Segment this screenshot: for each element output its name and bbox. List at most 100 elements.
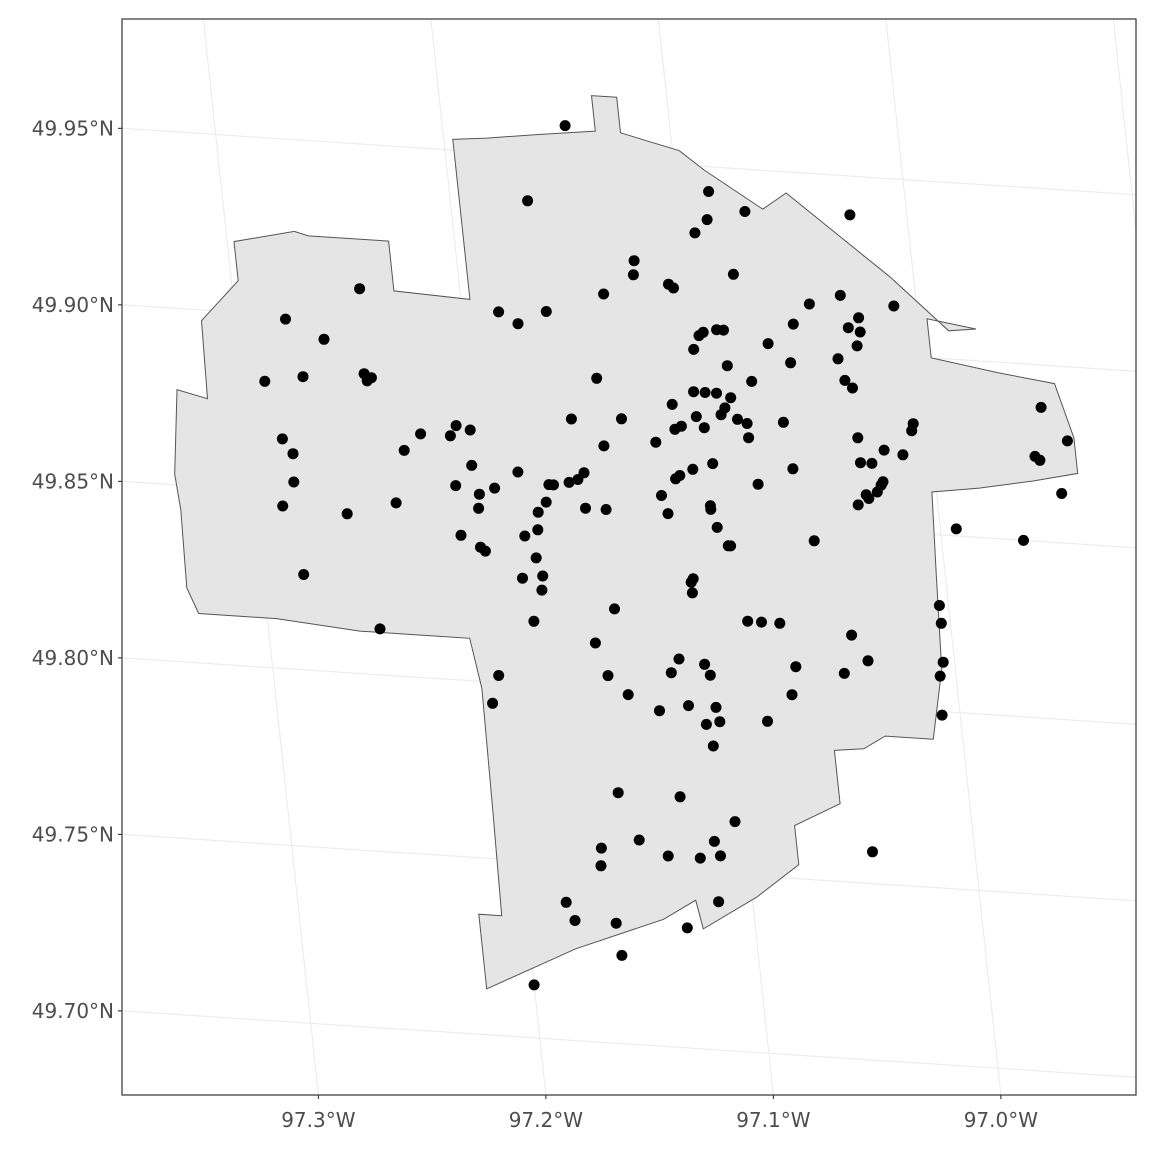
y-tick-label: 49.90°N [32,293,114,317]
data-point [595,842,607,854]
data-point [803,298,815,310]
data-point [341,508,353,520]
data-point [867,846,878,858]
data-point [473,488,485,500]
y-axis: 49.70°N 49.75°N 49.80°N 49.85°N 49.90°N 49.95… [32,116,122,1023]
gridline-lon [1112,19,1136,237]
data-point [616,949,628,961]
x-tick-label: 97.1°W [736,1108,811,1132]
data-point [540,306,552,317]
data-point [690,411,702,423]
x-axis: 97.3°W 97.2°W 97.1°W 97.0°W [281,1095,1038,1132]
data-point [665,667,677,679]
data-point [687,463,699,475]
data-point [936,709,948,721]
data-point [259,375,271,387]
data-point [455,529,467,541]
data-point [863,493,875,504]
data-point [721,360,733,372]
data-point [287,448,299,460]
data-point [711,521,723,533]
data-point [714,716,726,728]
data-point [536,584,548,596]
x-tick-label: 97.2°W [509,1108,584,1132]
data-point [560,896,572,908]
data-point [787,463,799,475]
data-point [489,482,501,494]
data-point [727,268,739,280]
data-point [1056,488,1068,499]
data-point [466,459,478,471]
region-layer [174,95,1079,990]
data-point [713,896,725,908]
data-point [756,616,767,628]
data-point [589,637,601,649]
data-point [934,670,946,682]
data-point [654,705,665,717]
y-tick-label: 49.85°N [32,469,114,493]
data-point [1034,454,1046,466]
data-point [743,432,755,444]
data-point [839,374,851,386]
data-point [838,667,850,679]
data-point [598,288,610,300]
data-point [786,689,798,701]
data-point [846,629,858,641]
data-point [298,569,310,580]
x-tick-label: 97.3°W [281,1108,356,1132]
data-point [522,195,534,207]
data-point [785,357,797,369]
data-point [1035,401,1047,413]
data-point [689,227,701,239]
data-point [855,457,866,469]
data-point [774,617,786,629]
data-point [374,623,386,635]
data-point [698,422,710,434]
data-point [888,300,900,312]
data-point [710,701,722,713]
data-point [288,476,300,488]
data-point [683,700,694,712]
data-point [688,386,700,398]
data-point [662,508,674,520]
data-point [528,979,540,991]
y-tick-label: 49.95°N [32,116,114,140]
data-point [580,502,591,514]
data-point [512,466,524,478]
y-tick-label: 49.80°N [32,646,114,670]
data-point [548,479,559,491]
data-point [563,476,575,488]
data-point [746,375,758,387]
data-point [559,120,571,132]
data-point [610,917,622,929]
data-point [703,186,715,197]
data-point [612,787,624,799]
data-point [790,661,802,673]
data-point [540,496,552,508]
data-point [741,418,753,429]
data-point [600,504,612,515]
data-point [1018,534,1029,546]
data-point [935,617,947,629]
data-point [732,413,743,425]
y-tick-label: 49.70°N [32,999,114,1023]
data-point [1061,435,1073,447]
data-point [871,486,883,498]
data-point [906,425,918,437]
data-point [878,444,890,456]
data-point [752,478,764,490]
data-point [537,570,549,582]
data-point [415,428,427,440]
data-point [851,340,863,352]
data-point [718,324,729,336]
data-point [694,852,706,864]
data-point [517,572,528,584]
y-tick-label: 49.75°N [32,822,114,846]
data-point [699,658,711,670]
data-point [762,715,773,727]
data-point [602,670,614,682]
data-point [572,474,584,485]
data-point [622,689,634,701]
